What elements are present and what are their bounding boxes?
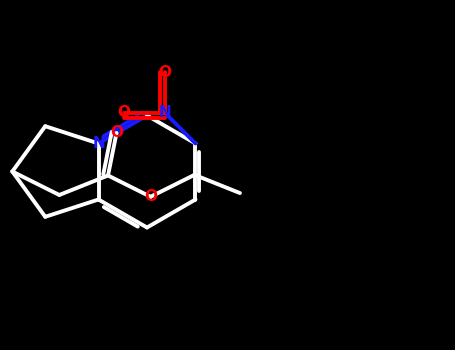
Text: N: N [92, 136, 105, 151]
Text: N: N [158, 105, 171, 120]
Text: O: O [158, 65, 172, 80]
Text: O: O [118, 105, 131, 120]
Text: O: O [144, 189, 157, 204]
Text: O: O [110, 125, 123, 140]
